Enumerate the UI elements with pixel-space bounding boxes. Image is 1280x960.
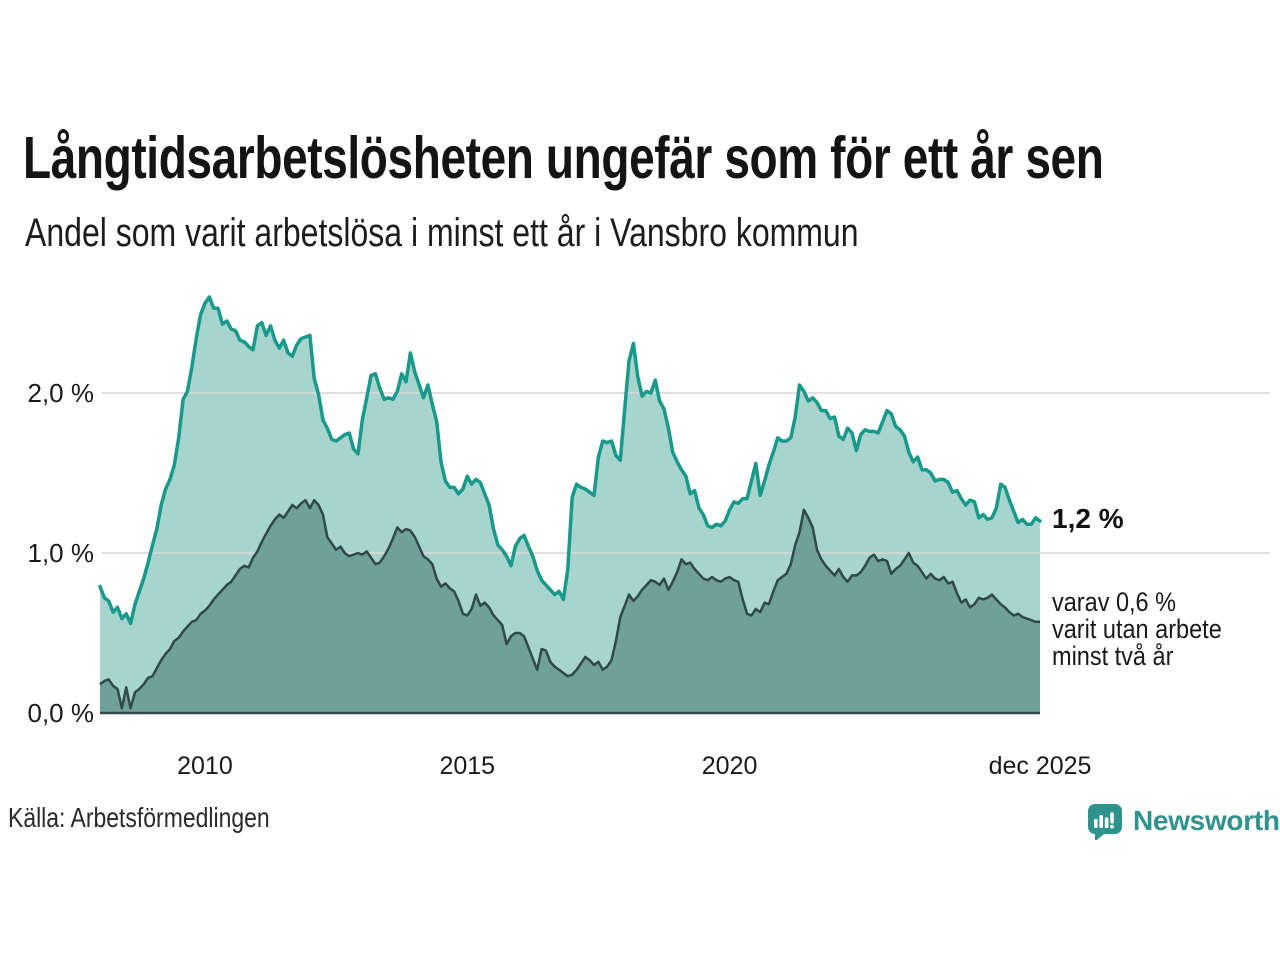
y-tick-label: 1,0 % <box>27 538 95 568</box>
source-caption: Källa: Arbetsförmedlingen <box>8 802 270 833</box>
annotation-line: varav 0,6 % <box>1052 587 1177 617</box>
page-subtitle: Andel som varit arbetslösa i minst ett å… <box>25 211 859 255</box>
series-end-value-label: 1,2 % <box>1052 503 1124 534</box>
logo-exclamation-dot <box>1110 824 1114 829</box>
x-tick-label: 2010 <box>177 752 233 780</box>
logo-exclamation <box>1110 812 1114 824</box>
y-tick-label: 2,0 % <box>27 378 95 408</box>
x-tick-label: 2015 <box>439 752 496 780</box>
y-tick-label: 0,0 % <box>27 698 95 728</box>
brand-name: Newsworthy <box>1133 805 1280 836</box>
line-minst-ett-ar <box>98 295 1042 626</box>
secondary-series-annotation: varav 0,6 % varit utan arbete minst två … <box>1052 589 1222 670</box>
area-minst-tva-ar <box>100 500 1040 713</box>
logo-bar <box>1099 815 1103 828</box>
logo-bar <box>1104 817 1109 828</box>
x-tick-label: 2020 <box>701 752 758 780</box>
brand-lockup: Newsworthy <box>1086 802 1280 840</box>
logo-bar <box>1094 819 1098 828</box>
annotation-line: varit utan arbete <box>1052 614 1222 644</box>
annotation-line: minst två år <box>1052 641 1174 671</box>
newsworthy-logo-icon <box>1088 804 1122 840</box>
line-minst-tva-ar <box>99 498 1040 710</box>
x-tick-label: dec 2025 <box>988 752 1092 780</box>
page-title: Långtidsarbetslösheten ungefär som för e… <box>23 125 1104 191</box>
